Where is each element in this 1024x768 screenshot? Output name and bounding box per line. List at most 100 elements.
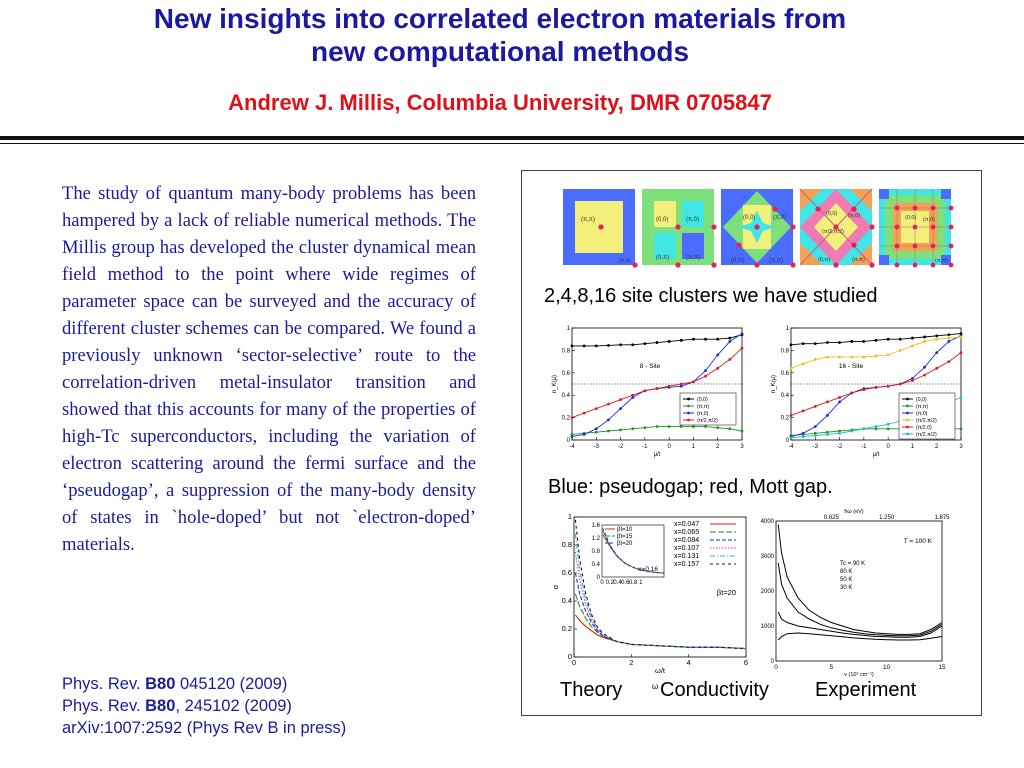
data-point <box>679 425 683 428</box>
y-tick-label: 0.8 <box>562 540 572 549</box>
legend-label: (0,0) <box>697 397 708 403</box>
data-point <box>874 425 878 428</box>
data-point <box>692 425 695 428</box>
cluster-2-site: (π,π) (π,π) <box>563 189 638 268</box>
x-tick-label: 3 <box>959 444 963 450</box>
cluster-label: (π/2,π/2) <box>822 229 844 235</box>
data-point <box>570 433 574 436</box>
data-point <box>740 346 744 350</box>
caption-conductivity: Conductivity <box>660 679 769 701</box>
caption-occupancy: Blue: pseudogap; red, Mott gap. <box>548 476 833 498</box>
data-point <box>643 389 647 393</box>
data-point <box>631 343 635 347</box>
data-point <box>692 337 695 341</box>
legend-box <box>898 392 956 440</box>
y-axis-label: σ <box>551 584 560 589</box>
legend-label: 30 K <box>840 585 852 591</box>
data-point <box>850 429 854 433</box>
legend-label: (π/2,π/2) <box>916 418 937 424</box>
legend-label: x=0.084 <box>674 537 699 544</box>
data-point <box>655 387 659 390</box>
series-line <box>777 562 943 637</box>
data-point <box>813 405 817 408</box>
data-point <box>643 342 647 346</box>
legend-label: x=0.065 <box>674 529 699 536</box>
data-point <box>679 384 683 388</box>
data-point <box>716 426 720 430</box>
data-point <box>947 333 951 337</box>
y-tick-label: 0.2 <box>562 624 572 633</box>
data-point <box>607 343 610 347</box>
reference-3: arXiv:1007:2592 (Phys Rev B in press) <box>62 719 347 737</box>
data-point <box>826 430 829 434</box>
x-tick-label: 2 <box>629 658 633 667</box>
series-line <box>572 334 743 347</box>
data-point <box>594 427 598 431</box>
data-point <box>619 343 622 347</box>
plot-experiment-conductivity: 0 5 10 15 0 1000 2000 3000 4000 ν (10³ cm⁻¹) ħω (e… <box>761 509 951 677</box>
data-point <box>838 431 841 435</box>
inset-plot: 0 0.2 0.4 0.6 0.8 100.40.81.21.6βt=10βt=15βt=… <box>592 523 665 586</box>
data-point <box>801 342 805 346</box>
data-point <box>582 433 586 436</box>
slide-title-line1: New insights into correlated electron ma… <box>153 3 847 34</box>
cluster-label: (π,π) <box>619 258 631 264</box>
reference-2: Phys. Rev. B80, 245102 (2009) <box>62 697 292 715</box>
data-point <box>838 400 841 404</box>
legend-label: 50 K <box>840 577 852 583</box>
legend-marker <box>687 418 690 422</box>
references: Phys. Rev. B80 045120 (2009) Phys. Rev. … <box>62 673 346 739</box>
data-point <box>826 413 829 417</box>
data-point <box>874 427 878 431</box>
inset-x-tick-label: 0.2 <box>606 580 615 586</box>
y-axis-label: n_K(μ) <box>771 375 777 393</box>
data-point <box>826 341 829 344</box>
data-point <box>704 337 707 341</box>
series-line <box>574 593 747 650</box>
x-tick-label: 2 <box>716 444 720 450</box>
cluster-label: (0,π) <box>818 257 830 263</box>
data-point <box>582 411 586 415</box>
inset-y-tick-label: 0.4 <box>592 562 601 568</box>
data-point <box>801 362 805 366</box>
data-point <box>898 349 902 352</box>
inset-legend-label: βt=20 <box>617 541 633 547</box>
data-point <box>704 374 707 378</box>
y-tick-label: 0.6 <box>781 371 790 377</box>
data-point <box>619 407 622 411</box>
cluster-16-site-diamond: (0,0) (π,0) (π/2,π/2) (0,π) (π,π) <box>799 188 875 268</box>
inset-y-tick-label: 1.2 <box>592 536 601 542</box>
data-point <box>813 431 817 435</box>
data-point <box>667 384 671 388</box>
inset-x-tick-label: 0.6 <box>621 580 630 586</box>
reference-1: Phys. Rev. B80 045120 (2009) <box>62 675 288 693</box>
x-tick-label: -1 <box>642 444 648 450</box>
data-point <box>874 338 878 342</box>
legend-label: x=0.157 <box>674 561 699 568</box>
data-point <box>631 427 635 431</box>
data-point <box>898 337 902 341</box>
y-tick-label: 1 <box>786 326 790 332</box>
data-point <box>874 354 878 358</box>
inset-annotation: x=0.16 <box>638 566 658 573</box>
data-point <box>862 427 866 431</box>
legend-marker <box>906 404 909 408</box>
legend-marker <box>687 411 690 415</box>
inset-x-tick-label: 1 <box>639 580 643 586</box>
legend-marker <box>906 411 909 415</box>
legend-marker <box>687 404 690 408</box>
y-tick-label: 0.2 <box>562 416 571 422</box>
data-point <box>947 340 951 343</box>
series-line <box>777 632 943 641</box>
x-tick-label: -3 <box>813 444 819 450</box>
y-tick-label: 0 <box>567 438 571 444</box>
legend-label: (π/2,0) <box>916 425 932 431</box>
data-point <box>850 340 854 343</box>
data-point <box>923 373 926 377</box>
y-tick-label: 0.2 <box>781 416 790 422</box>
beta-annotation: βt=20 <box>717 588 736 597</box>
legend-label: (π,π) <box>916 404 928 410</box>
y-tick-label: 4000 <box>761 519 775 525</box>
inset-legend-label: βt=15 <box>617 534 633 540</box>
caption-experiment: Experiment <box>815 679 917 701</box>
